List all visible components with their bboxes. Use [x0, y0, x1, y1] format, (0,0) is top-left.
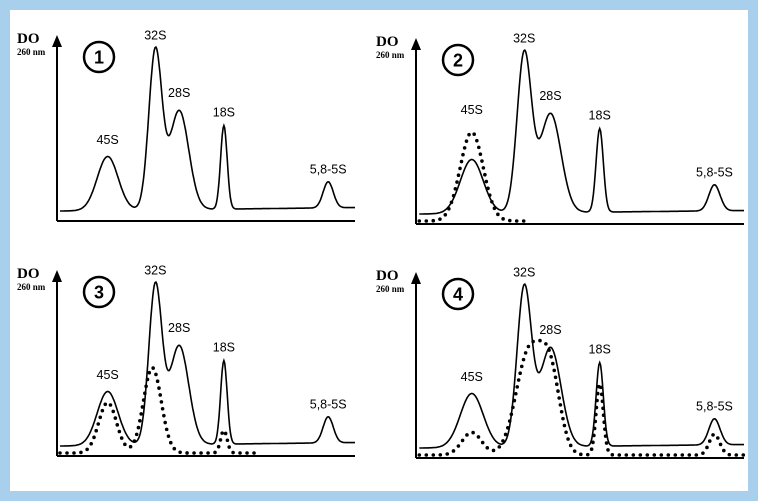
panel-number: 4 [453, 285, 463, 305]
dotted-profile-line [58, 365, 259, 455]
dotted-profile-line [417, 338, 746, 457]
dotted-profile-line [417, 130, 527, 223]
y-axis-arrow-icon [411, 272, 421, 284]
y-axis-label: DO [376, 34, 399, 50]
figure-frame: DO 260 nm 1 45S 32S 28S 18S 5,8-5S DO 260 nm 2 45S 3… [10, 10, 748, 491]
panel-number: 2 [453, 51, 463, 71]
solid-profile-line [419, 282, 744, 449]
peak-label: 5,8-5S [310, 398, 347, 412]
peak-label: 32S [144, 264, 166, 278]
y-axis-unit: 260 nm [376, 284, 405, 294]
panel-number: 3 [94, 283, 104, 303]
solid-profile-line [419, 48, 744, 215]
peak-label: 28S [539, 323, 561, 337]
peak-label: 5,8-5S [696, 166, 733, 180]
peak-label: 18S [213, 105, 235, 119]
peak-label: 45S [97, 133, 119, 147]
peak-label: 28S [539, 89, 561, 103]
peak-label: 32S [513, 32, 535, 46]
solid-profile-line [60, 280, 355, 447]
peak-label: 28S [168, 86, 190, 100]
peak-label: 32S [144, 29, 166, 43]
panel-number-badge [82, 40, 116, 74]
peak-label: 5,8-5S [696, 400, 733, 414]
peak-label: 18S [589, 342, 611, 356]
peak-label: 32S [513, 266, 535, 280]
peak-label: 28S [168, 321, 190, 335]
y-axis-unit: 260 nm [17, 47, 46, 57]
peak-label: 45S [461, 103, 483, 117]
panel-number-badge [441, 43, 475, 77]
peak-label: 45S [461, 370, 483, 384]
solid-profile-line [60, 45, 355, 212]
y-axis-unit: 260 nm [17, 282, 46, 292]
y-axis-arrow-icon [52, 35, 62, 47]
y-axis-label: DO [376, 268, 399, 284]
peak-label: 18S [213, 340, 235, 354]
peak-label: 5,8-5S [310, 163, 347, 177]
y-axis-unit: 260 nm [376, 50, 405, 60]
peak-label: 45S [97, 368, 119, 382]
peak-label: 18S [589, 108, 611, 122]
y-axis-arrow-icon [52, 270, 62, 282]
panel-number: 1 [94, 48, 104, 68]
panel-number-badge [441, 277, 475, 311]
y-axis-label: DO [17, 31, 40, 47]
y-axis-arrow-icon [411, 38, 421, 50]
y-axis-label: DO [17, 266, 40, 282]
panel-number-badge [82, 275, 116, 309]
